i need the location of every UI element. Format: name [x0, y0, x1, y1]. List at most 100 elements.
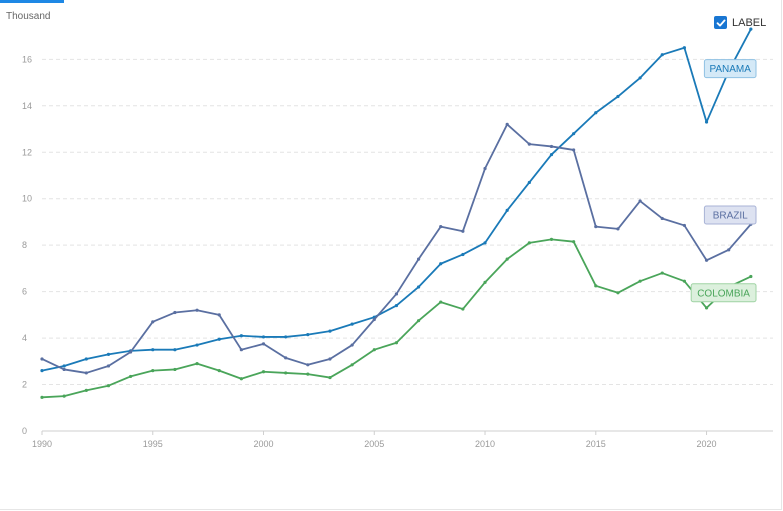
x-tick-label: 2000 — [253, 439, 273, 449]
data-point-brazil — [727, 248, 731, 252]
axes: 0 2 4 6 8 10 12 14 16 1990 1995 2000 2005 2010 2015 202… — [22, 54, 773, 449]
data-point-brazil — [439, 224, 443, 229]
gridlines — [42, 58, 773, 386]
y-tick-label: 0 — [22, 426, 27, 436]
data-point-brazil — [195, 308, 199, 312]
series-panama — [40, 27, 753, 373]
data-point-brazil — [461, 229, 465, 233]
data-point-brazil — [261, 342, 266, 346]
check-icon — [716, 19, 725, 26]
series-label-colombia: COLOMBIA — [690, 283, 757, 303]
data-point-brazil — [549, 144, 554, 149]
data-point-brazil — [62, 367, 66, 372]
data-point-brazil — [483, 166, 487, 171]
y-tick-label: 12 — [22, 147, 32, 157]
series-label-box-panama — [703, 59, 757, 79]
data-point-colombia — [284, 371, 288, 375]
data-point-panama — [62, 364, 66, 368]
y-axis-unit-label: Thousand — [6, 11, 51, 22]
data-point-brazil — [151, 320, 155, 324]
top-accent-bar — [0, 0, 64, 3]
series-lines — [40, 27, 753, 399]
series-line-panama — [41, 28, 752, 372]
data-point-panama — [306, 333, 310, 337]
data-point-panama — [284, 335, 288, 339]
series-labels: PANAMA BRAZIL COLOMBIA — [690, 59, 757, 303]
data-point-panama — [40, 369, 44, 373]
data-point-panama — [106, 352, 111, 356]
data-point-colombia — [261, 370, 266, 374]
data-point-colombia — [84, 388, 88, 392]
data-point-colombia — [151, 369, 155, 373]
data-point-brazil — [350, 343, 354, 347]
data-point-brazil — [106, 364, 111, 368]
data-point-colombia — [372, 348, 376, 352]
data-point-colombia — [40, 395, 44, 399]
data-point-panama — [195, 343, 199, 347]
data-point-colombia — [217, 369, 221, 373]
data-point-colombia — [594, 284, 598, 288]
data-point-colombia — [660, 271, 664, 275]
series-line-colombia — [41, 238, 752, 399]
series-line-brazil — [41, 123, 752, 374]
data-point-colombia — [173, 367, 177, 372]
data-point-colombia — [549, 237, 554, 241]
series-colombia — [40, 237, 753, 399]
data-point-colombia — [572, 240, 576, 244]
data-point-colombia — [129, 374, 133, 379]
data-point-colombia — [394, 341, 399, 345]
data-point-brazil — [572, 148, 576, 152]
data-point-brazil — [129, 350, 133, 354]
data-point-colombia — [505, 257, 509, 261]
data-point-colombia — [461, 307, 465, 311]
data-point-panama — [239, 334, 243, 338]
data-point-panama — [682, 46, 686, 50]
data-point-brazil — [284, 356, 288, 360]
label-toggle-text: LABEL — [732, 16, 767, 29]
data-point-brazil — [372, 317, 376, 322]
data-point-brazil — [704, 258, 709, 262]
data-point-panama — [328, 329, 332, 333]
data-point-colombia — [704, 306, 709, 310]
data-point-colombia — [62, 394, 66, 398]
data-point-panama — [749, 27, 753, 31]
y-tick-label: 2 — [22, 380, 27, 390]
x-tick-label: 1995 — [143, 439, 163, 449]
series-label-box-colombia — [690, 283, 757, 303]
data-point-colombia — [616, 291, 620, 295]
data-point-brazil — [660, 216, 664, 221]
data-point-panama — [217, 337, 221, 341]
data-point-colombia — [638, 279, 642, 283]
data-point-brazil — [616, 227, 620, 231]
data-point-brazil — [40, 357, 44, 361]
y-tick-label: 8 — [22, 240, 27, 250]
data-point-colombia — [416, 319, 421, 323]
data-point-panama — [439, 262, 443, 266]
series-brazil — [40, 122, 753, 375]
label-checkbox[interactable] — [714, 16, 727, 29]
data-point-colombia — [483, 280, 487, 284]
data-point-panama — [527, 180, 531, 185]
data-point-brazil — [505, 122, 509, 126]
series-label-panama: PANAMA — [703, 59, 757, 79]
data-point-brazil — [328, 357, 332, 361]
y-tick-label: 6 — [22, 287, 27, 297]
data-point-brazil — [173, 310, 177, 315]
label-toggle[interactable]: LABEL — [714, 16, 766, 29]
y-tick-label: 16 — [22, 54, 32, 64]
data-point-brazil — [594, 224, 598, 229]
data-point-panama — [594, 111, 598, 115]
data-point-brazil — [527, 142, 531, 146]
data-point-panama — [84, 357, 88, 361]
data-point-panama — [616, 94, 620, 99]
data-point-brazil — [638, 199, 642, 203]
data-point-brazil — [84, 371, 88, 375]
data-point-brazil — [239, 348, 243, 352]
data-point-panama — [660, 53, 664, 57]
data-point-panama — [549, 152, 554, 157]
data-point-colombia — [527, 241, 531, 245]
series-label-text-colombia: COLOMBIA — [697, 288, 750, 299]
data-point-brazil — [416, 257, 421, 261]
